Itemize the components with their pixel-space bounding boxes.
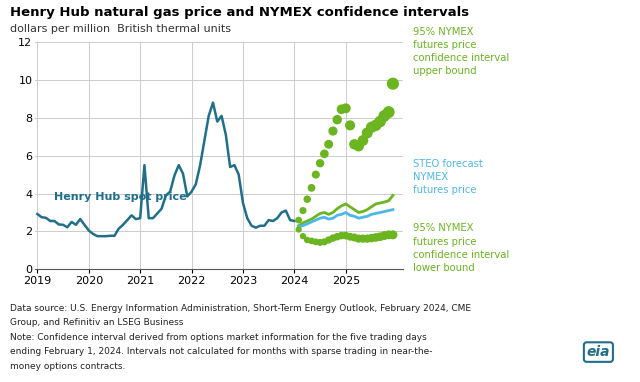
Text: ending February 1, 2024. Intervals not calculated for months with sparse trading: ending February 1, 2024. Intervals not c… <box>10 347 432 356</box>
Point <box>310 172 321 178</box>
Point <box>324 141 334 147</box>
Point <box>298 207 308 214</box>
Text: 95% NYMEX
futures price
confidence interval
upper bound: 95% NYMEX futures price confidence inter… <box>413 27 509 76</box>
Point <box>294 217 304 223</box>
Text: dollars per million  British thermal units: dollars per million British thermal unit… <box>10 24 230 34</box>
Point <box>328 235 338 241</box>
Point <box>358 236 368 242</box>
Point <box>366 124 376 130</box>
Point <box>380 233 390 239</box>
Point <box>332 117 342 123</box>
Point <box>388 232 398 238</box>
Text: Henry Hub spot price: Henry Hub spot price <box>54 192 187 202</box>
Point <box>388 81 398 87</box>
Text: Data source: U.S. Energy Information Administration, Short-Term Energy Outlook, : Data source: U.S. Energy Information Adm… <box>10 304 470 313</box>
Point <box>362 130 372 136</box>
Point <box>337 233 347 239</box>
Point <box>383 109 394 115</box>
Point <box>375 234 385 240</box>
Point <box>302 237 312 243</box>
Point <box>362 236 372 242</box>
Point <box>332 234 342 240</box>
Text: Group, and Refinitiv an LSEG Business: Group, and Refinitiv an LSEG Business <box>10 318 183 327</box>
Point <box>353 143 364 149</box>
Text: STEO forecast
NYMEX
futures price: STEO forecast NYMEX futures price <box>413 159 483 195</box>
Point <box>328 128 338 134</box>
Point <box>380 113 390 119</box>
Point <box>324 237 334 243</box>
Point <box>349 141 360 147</box>
Point <box>302 196 312 202</box>
Point <box>294 227 304 233</box>
Text: money options contracts.: money options contracts. <box>10 362 125 371</box>
Point <box>371 122 381 128</box>
Point <box>315 240 325 246</box>
Point <box>349 235 360 241</box>
Point <box>319 151 330 157</box>
Point <box>340 233 351 239</box>
Point <box>345 234 355 240</box>
Text: 95% NYMEX
futures price
confidence interval
lower bound: 95% NYMEX futures price confidence inter… <box>413 223 509 273</box>
Point <box>383 232 394 238</box>
Point <box>358 138 368 144</box>
Point <box>337 106 347 112</box>
Point <box>371 235 381 241</box>
Text: Note: Confidence interval derived from options market information for the five t: Note: Confidence interval derived from o… <box>10 333 426 342</box>
Point <box>340 105 351 112</box>
Point <box>315 160 325 166</box>
Point <box>345 122 355 128</box>
Point <box>298 233 308 239</box>
Point <box>307 238 317 244</box>
Point <box>310 239 321 245</box>
Point <box>319 239 330 245</box>
Text: Henry Hub natural gas price and NYMEX confidence intervals: Henry Hub natural gas price and NYMEX co… <box>10 6 468 19</box>
Text: eia: eia <box>587 345 610 359</box>
Point <box>353 236 364 242</box>
Point <box>366 235 376 241</box>
Point <box>375 118 385 125</box>
Point <box>307 185 317 191</box>
